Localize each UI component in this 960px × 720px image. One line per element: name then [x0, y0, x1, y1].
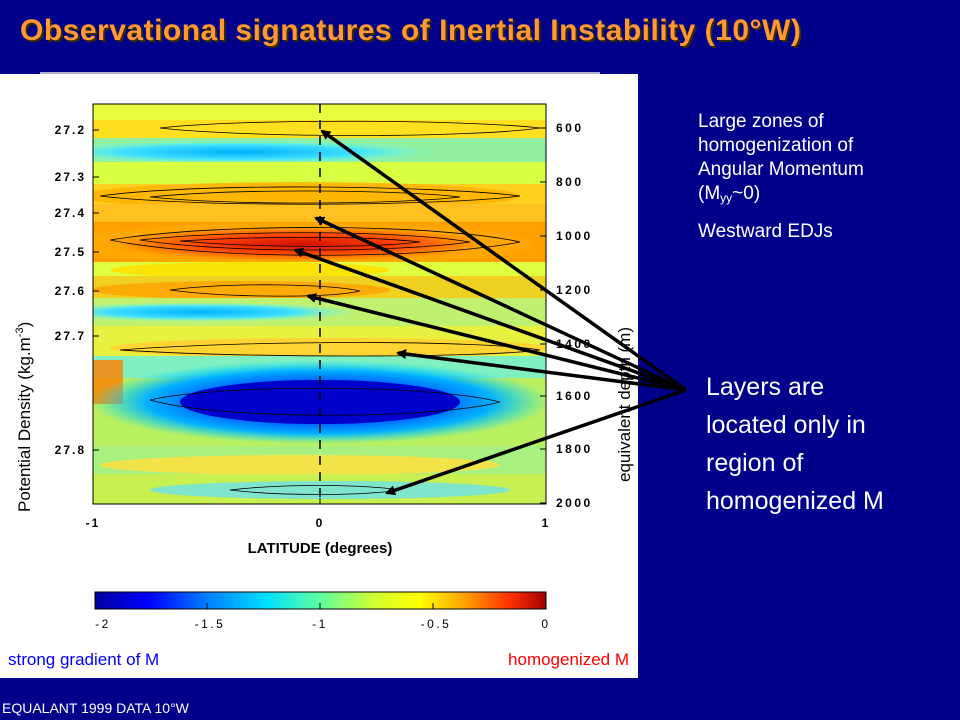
- arrow: [385, 388, 687, 496]
- x-tick-label: 1: [542, 516, 551, 530]
- y-left-tick-label: 27.8: [55, 443, 86, 457]
- callout-line: Layers are: [706, 373, 825, 401]
- m-prefix: (M: [698, 183, 721, 204]
- colorbar-tick-label: -1.5: [195, 617, 226, 631]
- y-left-tick-label: 27.2: [55, 123, 86, 137]
- bullet-line: Large zones of: [698, 111, 824, 132]
- y-right-tick-label: 1800: [556, 442, 593, 456]
- m-subscript: yy: [720, 191, 733, 205]
- arrow: [314, 216, 687, 392]
- footer-note: EQUALANT 1999 DATA 10°W: [2, 700, 189, 716]
- bullet-homogenization: Large zones of homogenization of Angular…: [698, 110, 953, 210]
- arrow: [396, 349, 687, 392]
- arrow: [306, 293, 687, 392]
- y-right-tick-label: 1000: [556, 229, 593, 243]
- colorbar-tick-label: -2: [95, 617, 111, 631]
- callout-arrows: [293, 129, 688, 496]
- m-suffix: ~0): [732, 183, 761, 204]
- heatmap: [93, 104, 546, 504]
- bullet-line: Angular Momentum: [698, 159, 864, 180]
- callout-line: located only in: [706, 411, 866, 439]
- bullet-line: homogenization of: [698, 135, 854, 156]
- x-tick-label: -1: [86, 516, 101, 530]
- colorbar-tick-label: -1: [312, 617, 328, 631]
- arrow: [320, 129, 688, 392]
- colorbar-tick-label: 0: [541, 617, 550, 631]
- y-left-tick-label: 27.4: [55, 206, 86, 220]
- y-left-tick-label: 27.3: [55, 170, 86, 184]
- y-left-axis-label: Potential Density (kg.m-3): [14, 322, 34, 512]
- bullet-westward-edjs: Westward EDJs: [698, 221, 833, 242]
- y-right-tick-label: 1600: [556, 389, 593, 403]
- slide-title: Observational signatures of Inertial Ins…: [20, 14, 802, 47]
- bullet-list: Large zones of homogenization of Angular…: [698, 110, 953, 244]
- y-right-tick-label: 800: [556, 175, 584, 189]
- y-left-tick-label: 27.5: [55, 245, 86, 259]
- y-right-tick-label: 1200: [556, 283, 593, 297]
- callout-line: homogenized M: [706, 487, 884, 515]
- callout-line: region of: [706, 449, 804, 477]
- x-axis-label: LATITUDE (degrees): [248, 540, 393, 557]
- y-right-tick-label: 2000: [556, 496, 593, 510]
- arrow: [293, 247, 687, 392]
- y-left-tick-label: 27.6: [55, 284, 86, 298]
- colorbar-tick-label: -0.5: [421, 617, 452, 631]
- y-right-tick-label: 600: [556, 121, 584, 135]
- y-left-tick-label: 27.7: [55, 329, 86, 343]
- x-tick-label: 0: [316, 516, 325, 530]
- colorbar-left-caption: strong gradient of M: [8, 650, 159, 669]
- colorbar-right-caption: homogenized M: [508, 650, 629, 669]
- title-divider: [40, 72, 600, 74]
- layers-callout: Layers are located only in region of hom…: [706, 368, 951, 520]
- colorbar-ticks: [206, 603, 434, 609]
